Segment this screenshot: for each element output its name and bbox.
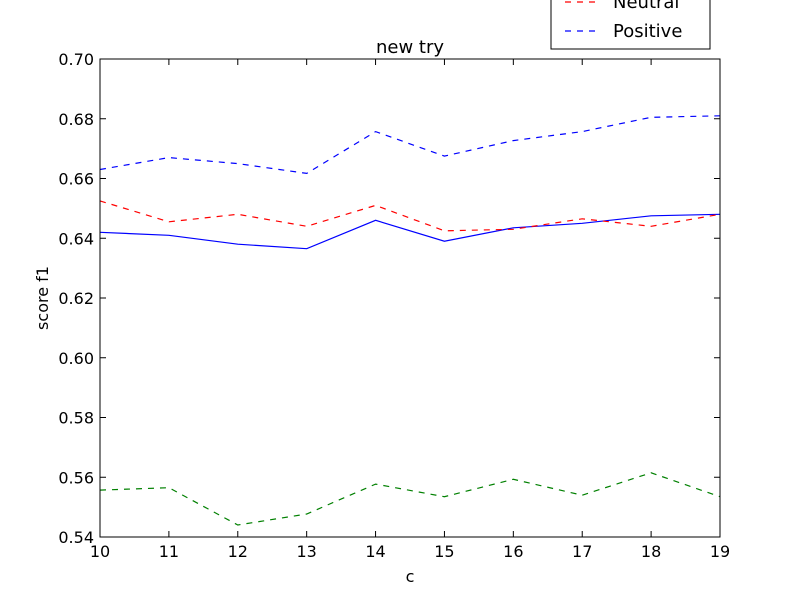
tick-layer: 10 11 12 13 14 15 16 17 18 19 0.54 0.56 0.58 0.60 0.62… <box>58 50 730 561</box>
y-tick-label: 0.62 <box>58 289 94 308</box>
plot-frame <box>99 58 721 538</box>
series-line-2 <box>99 200 721 232</box>
x-tick-label: 18 <box>641 542 661 561</box>
y-tick-label: 0.56 <box>58 468 94 487</box>
y-tick-label: 0.68 <box>58 110 94 129</box>
x-axis-label: c <box>406 567 415 586</box>
series-line-4 <box>99 472 721 526</box>
series-line-3 <box>99 115 721 175</box>
y-axis-label: score f1 <box>33 266 52 330</box>
plot-area <box>100 59 720 537</box>
x-tick-label: 10 <box>90 542 110 561</box>
y-tick-label: 0.66 <box>58 170 94 189</box>
y-tick-label: 0.54 <box>58 528 94 547</box>
legend-box <box>550 0 711 50</box>
legend-label: Positive <box>613 21 682 42</box>
series-layer <box>99 115 721 526</box>
x-tick-label: 12 <box>228 542 248 561</box>
x-tick-label: 11 <box>159 542 179 561</box>
y-tick-label: 0.64 <box>58 229 94 248</box>
y-tick-label: 0.60 <box>58 349 94 368</box>
legend: Neutral Positive <box>550 0 711 50</box>
x-tick-label: 15 <box>434 542 454 561</box>
x-tick-label: 17 <box>572 542 592 561</box>
legend-label: Neutral <box>613 0 679 13</box>
y-tick-label: 0.58 <box>58 409 94 428</box>
legend-entries: Neutral Positive <box>565 0 682 42</box>
series-line-1 <box>99 213 721 250</box>
x-tick-label: 13 <box>296 542 316 561</box>
x-tick-label: 16 <box>503 542 523 561</box>
x-tick-label: 14 <box>365 542 385 561</box>
chart-title: new try <box>376 37 444 58</box>
x-tick-label: 19 <box>710 542 730 561</box>
y-tick-label: 0.70 <box>58 50 94 69</box>
